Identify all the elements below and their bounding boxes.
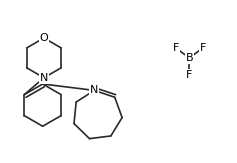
Text: O: O bbox=[40, 33, 48, 43]
Text: B: B bbox=[186, 53, 193, 63]
Text: N: N bbox=[40, 73, 48, 83]
Text: F: F bbox=[200, 43, 206, 53]
Text: F: F bbox=[173, 43, 179, 53]
Text: N: N bbox=[90, 85, 98, 95]
Text: F: F bbox=[186, 70, 192, 80]
